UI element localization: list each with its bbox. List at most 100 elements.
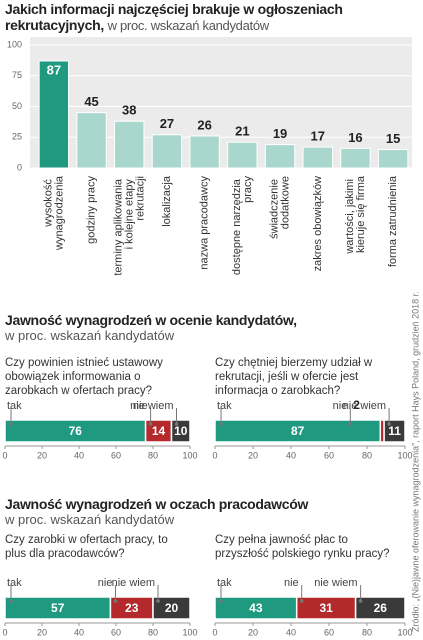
question: Czy pełna jawność płac to przyszłość pol… — [215, 534, 390, 560]
legend-label: tak — [7, 400, 22, 412]
x-tick-label: terminy aplikowania i kolejne etapy rekr… — [112, 176, 146, 276]
section-title: Jawność wynagrodzeń w oczach pracodawców — [5, 496, 309, 512]
x-tick-label: lokalizacja — [161, 175, 173, 227]
bar — [151, 134, 183, 169]
section-subtitle: w proc. wskazań kandydatów — [5, 328, 175, 343]
x-tick-label: nazwa pracodawcy — [199, 176, 211, 270]
value-label: 57 — [51, 601, 65, 615]
x-tick-label: 100 — [397, 627, 412, 637]
value-label: 23 — [125, 601, 139, 615]
x-tick-label: 60 — [324, 450, 334, 460]
legend-label: nie — [98, 577, 113, 589]
value-label: 76 — [69, 424, 83, 438]
x-tick-label: świadczenie dodatkowe — [268, 176, 291, 239]
value-label: 14 — [152, 424, 166, 438]
section-title: Jawność wynagrodzeń w ocenie kandydatów, — [5, 312, 297, 328]
value-label: 45 — [84, 94, 98, 109]
value-label: 27 — [160, 116, 174, 131]
value-label: 87 — [47, 62, 61, 77]
x-tick-label: 100 — [182, 450, 197, 460]
legend-label: nie — [133, 400, 148, 412]
legend-label: nie wiem — [343, 400, 386, 412]
x-tick-label: forma zatrudnienia — [387, 175, 399, 267]
legend-dot — [113, 599, 118, 603]
x-tick-label: 40 — [74, 450, 84, 460]
y-tick-label: 25 — [12, 132, 22, 142]
value-label: 38 — [122, 103, 136, 118]
legend-label: tak — [217, 577, 232, 589]
x-tick-label: 100 — [182, 627, 197, 637]
x-tick-label: 0 — [2, 627, 7, 637]
x-tick-label: 0 — [212, 450, 217, 460]
bar — [227, 141, 258, 169]
x-tick-label: wysokość wynagrodzenia — [42, 175, 65, 251]
value-label: 21 — [235, 124, 249, 139]
legend-dot — [348, 422, 353, 426]
x-tick-label: 20 — [37, 450, 47, 460]
legend-dot — [148, 422, 153, 426]
bar — [38, 60, 70, 169]
value-label: 87 — [291, 424, 305, 438]
x-tick-label: 80 — [148, 450, 158, 460]
section-subtitle: w proc. wskazań kandydatów — [5, 512, 175, 527]
legend-dot — [9, 422, 13, 426]
bar — [377, 149, 409, 169]
x-tick-label: 80 — [362, 450, 372, 460]
legend-label: nie wiem — [112, 577, 155, 589]
value-label: 26 — [374, 601, 388, 615]
value-label: 31 — [319, 601, 333, 615]
x-tick-label: 60 — [111, 627, 121, 637]
bar — [76, 112, 107, 169]
x-tick-label: 20 — [248, 450, 258, 460]
question: Czy powinien istnieć ustawowy obowiązek … — [5, 357, 163, 397]
legend-dot — [174, 422, 179, 426]
chart-heading: Jakich informacji najczęściej brakuje w … — [5, 1, 410, 34]
value-label: 11 — [388, 424, 401, 438]
bar-segment — [152, 596, 191, 620]
x-tick-label: zakres obowiązków — [312, 176, 324, 271]
bar — [189, 135, 220, 169]
bar — [114, 120, 145, 169]
x-tick-label: 0 — [212, 627, 217, 637]
value-label: 26 — [197, 117, 211, 132]
question: Czy chętniej bierzemy udział w rekrutacj… — [215, 357, 373, 397]
chart-title: Jakich informacji najczęściej brakuje w … — [5, 1, 343, 33]
value-label: 10 — [174, 424, 188, 438]
value-label: 15 — [386, 131, 400, 146]
bar — [264, 144, 296, 169]
value-label: 2 — [353, 398, 360, 412]
x-tick-label: 20 — [37, 627, 47, 637]
x-tick-label: 40 — [286, 627, 296, 637]
legend-dot — [299, 599, 304, 603]
x-tick-label: 80 — [148, 627, 158, 637]
value-label: 19 — [273, 126, 287, 141]
legend-dot — [387, 422, 391, 426]
x-tick-label: 100 — [397, 450, 412, 460]
legend-dot — [9, 599, 13, 603]
legend-label: nie — [333, 400, 348, 412]
value-label: 17 — [311, 129, 325, 144]
question: Czy zarobki w ofertach pracy, to plus dl… — [5, 534, 168, 560]
legend-label: nie wiem — [130, 400, 173, 412]
legend-dot — [219, 599, 223, 603]
legend-dot — [219, 422, 223, 426]
x-tick-label: 0 — [2, 450, 7, 460]
bar — [302, 146, 333, 169]
y-tick-label: 0 — [17, 162, 22, 172]
x-tick-label: godziny pracy — [85, 176, 97, 244]
chart-subtitle: w proc. wskazań kandydatów — [107, 18, 270, 33]
x-tick-label: 40 — [74, 627, 84, 637]
x-tick-label: dostępne narzędzia pracy — [231, 176, 254, 276]
legend-dot — [156, 599, 160, 603]
legend-label: tak — [7, 577, 22, 589]
value-label: 16 — [348, 130, 362, 145]
legend-label: nie wiem — [314, 577, 357, 589]
x-tick-label: wartości, jakimi kieruje się firma — [344, 175, 367, 254]
source-note: Źródło: „(Nie)jawne oferowanie wynagrodz… — [410, 291, 420, 632]
value-label: 43 — [249, 601, 263, 615]
bar — [340, 147, 371, 169]
x-tick-label: 60 — [324, 627, 334, 637]
bar-segment — [354, 596, 406, 620]
